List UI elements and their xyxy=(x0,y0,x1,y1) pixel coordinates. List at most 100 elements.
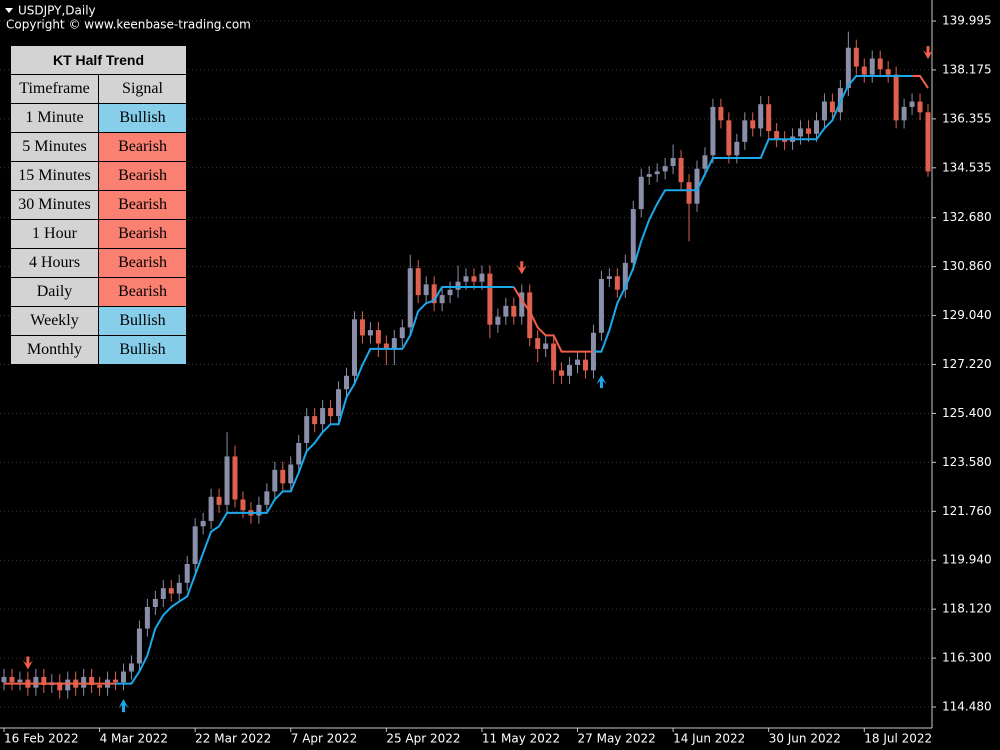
candle-body xyxy=(272,469,278,492)
candle-body xyxy=(89,676,95,685)
y-tick-label: 123.580 xyxy=(942,455,992,469)
candle-body xyxy=(351,319,357,376)
candle-body xyxy=(654,171,660,175)
candle-body xyxy=(774,131,780,140)
candle-body xyxy=(821,101,827,121)
candle-body xyxy=(168,588,174,594)
candle-body xyxy=(519,292,525,317)
candle-body xyxy=(750,120,756,129)
candle-body xyxy=(742,120,748,142)
menu-triangle xyxy=(5,8,13,13)
candle-body xyxy=(344,375,350,390)
candle-body xyxy=(917,101,923,113)
candle-body xyxy=(192,526,198,564)
candle-body xyxy=(455,281,461,290)
candle-body xyxy=(893,74,899,121)
chart-subtitle: Copyright © www.keenbase-trading.com xyxy=(6,18,251,32)
signal-cell: Bearish xyxy=(98,161,187,191)
trend-line xyxy=(4,75,929,685)
y-tick-label: 119.940 xyxy=(942,553,992,567)
timeframe-cell: 4 Hours xyxy=(10,248,99,278)
candle-body xyxy=(224,456,230,505)
candle-body xyxy=(439,295,445,304)
x-tick-label: 30 Jun 2022 xyxy=(769,732,841,746)
signal-arrow xyxy=(118,699,129,713)
signal-arrow xyxy=(516,261,527,275)
y-tick-label: 139.995 xyxy=(942,13,992,27)
candle-body xyxy=(256,504,262,516)
y-tick-label: 134.535 xyxy=(942,160,992,174)
table-row: 4 Hours Bearish xyxy=(10,248,187,278)
candle-body xyxy=(567,365,573,376)
candle-body xyxy=(702,155,708,169)
candle-body xyxy=(359,319,365,336)
timeframe-cell: 5 Minutes xyxy=(10,132,99,162)
signal-cell: Bearish xyxy=(98,190,187,220)
candle-body xyxy=(646,174,652,177)
x-tick-label: 25 Apr 2022 xyxy=(386,732,460,746)
candle-body xyxy=(423,284,429,296)
candle-body xyxy=(630,209,636,263)
y-tick-label: 130.860 xyxy=(942,259,992,273)
timeframe-cell: 15 Minutes xyxy=(10,161,99,191)
candle-body xyxy=(845,47,851,89)
candle-body xyxy=(606,276,612,279)
candle-body xyxy=(296,442,302,465)
candle-body xyxy=(280,469,286,484)
timeframe-cell: Daily xyxy=(10,277,99,307)
timeframe-cell: 1 Minute xyxy=(10,103,99,133)
timeframe-cell: 1 Hour xyxy=(10,219,99,249)
candle-body xyxy=(415,268,421,296)
candle-body xyxy=(1,676,7,683)
candle-body xyxy=(240,499,246,511)
candle-body xyxy=(853,47,859,67)
candle-body xyxy=(527,292,533,339)
chart-title: USDJPY,Daily xyxy=(18,4,96,18)
timeframe-cell: 30 Minutes xyxy=(10,190,99,220)
candle-body xyxy=(128,663,134,672)
y-tick-label: 129.040 xyxy=(942,308,992,322)
candle-body xyxy=(575,359,581,366)
candle-body xyxy=(383,343,389,349)
trend-line xyxy=(115,75,913,685)
candle-body xyxy=(33,676,39,688)
candle-body xyxy=(9,676,15,683)
candle-body xyxy=(399,327,405,339)
x-tick-label: 14 Jun 2022 xyxy=(673,732,745,746)
candle-body xyxy=(885,69,891,75)
candle-body xyxy=(638,176,644,210)
x-tick-label: 4 Mar 2022 xyxy=(100,732,168,746)
candle-body xyxy=(65,679,71,691)
candle-body xyxy=(694,168,700,204)
candle-body xyxy=(734,141,740,156)
signal-cell: Bullish xyxy=(98,335,187,365)
candle-body xyxy=(726,120,732,156)
candle-body xyxy=(57,682,63,691)
table-row: Daily Bearish xyxy=(10,277,187,307)
timeframe-cell: Monthly xyxy=(10,335,99,365)
candle-body xyxy=(503,305,509,317)
candle-body xyxy=(925,112,931,172)
candle-body xyxy=(670,157,676,167)
y-tick-label: 125.400 xyxy=(942,406,992,420)
candle-body xyxy=(216,496,222,505)
signal-cell: Bearish xyxy=(98,248,187,278)
candle-body xyxy=(559,370,565,376)
table-row: 30 Minutes Bearish xyxy=(10,190,187,220)
y-tick-label: 118.120 xyxy=(942,602,992,616)
candle-body xyxy=(447,289,453,296)
candle-body xyxy=(304,416,310,443)
candle-body xyxy=(479,273,485,282)
candle-body xyxy=(97,684,103,688)
y-tick-label: 127.220 xyxy=(942,357,992,371)
candle-body xyxy=(471,276,477,282)
candle-body xyxy=(176,582,182,594)
candle-body xyxy=(407,268,413,328)
signal-cell: Bullish xyxy=(98,306,187,336)
candle-body xyxy=(144,607,150,629)
candle-body xyxy=(782,139,788,142)
candle-body xyxy=(17,679,23,683)
candle-body xyxy=(336,389,342,417)
candle-body xyxy=(184,563,190,583)
